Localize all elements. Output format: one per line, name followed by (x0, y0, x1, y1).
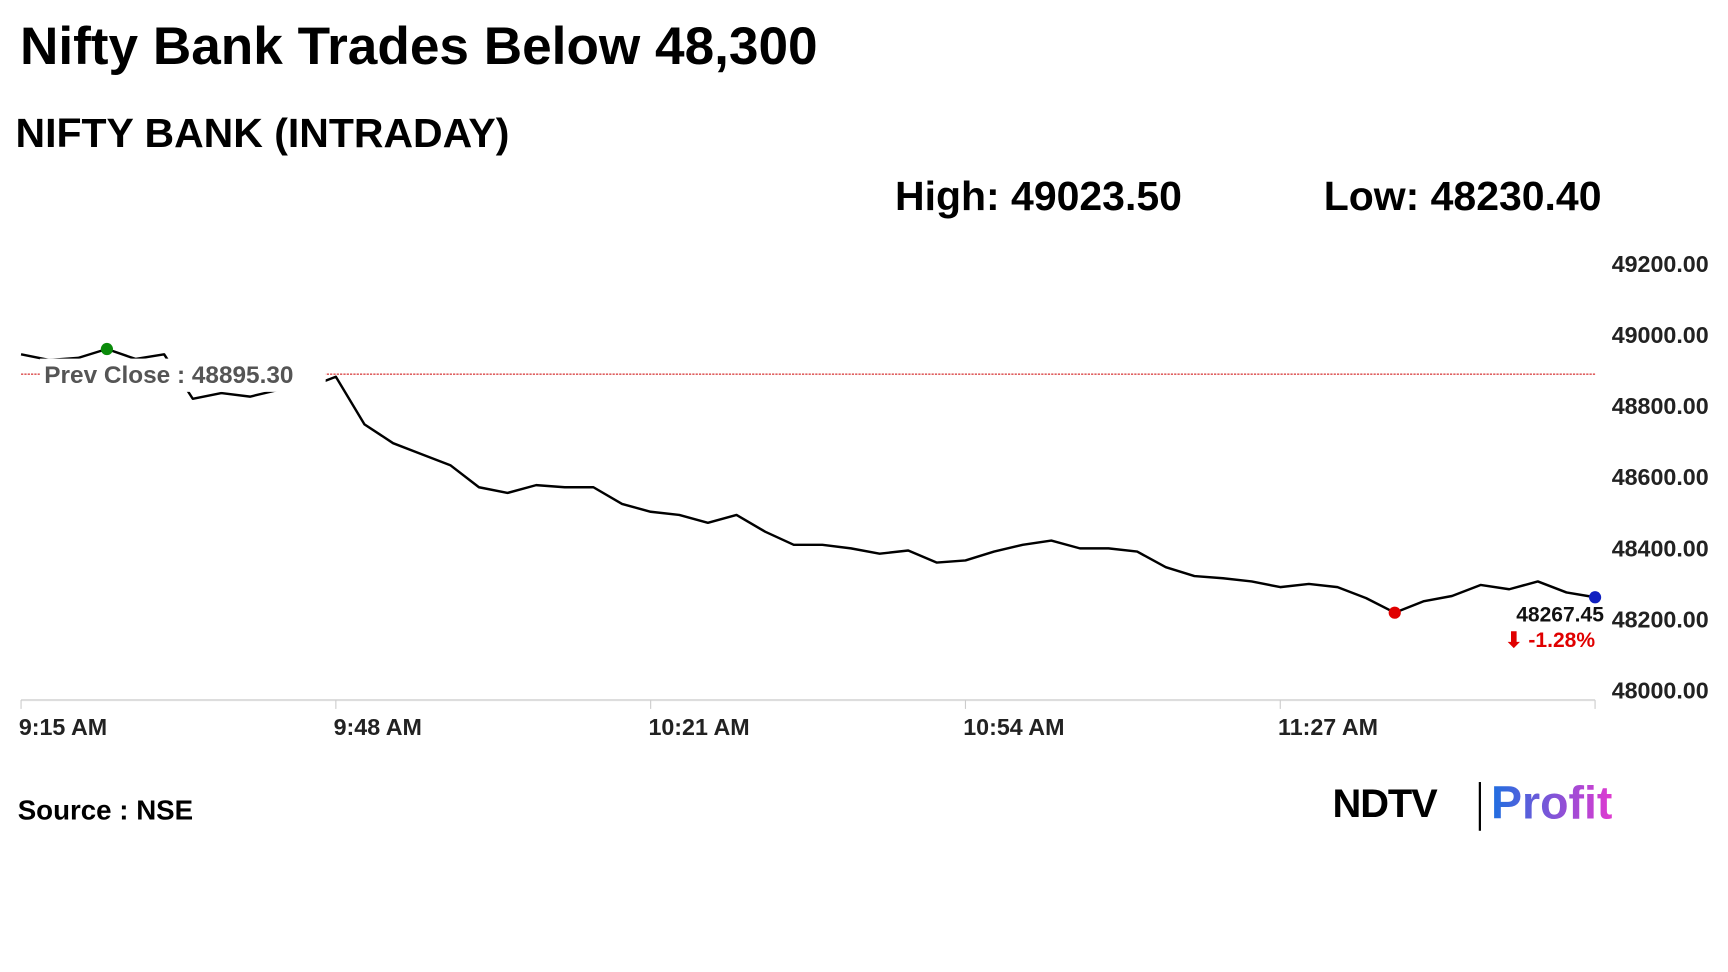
last-value-label: 48267.45 (1516, 604, 1604, 627)
y-tick-label: 49200.00 (1612, 251, 1709, 277)
y-tick-label: 48800.00 (1612, 393, 1709, 419)
chart-subtitle: NIFTY BANK (INTRADAY) (16, 110, 510, 156)
y-tick-label: 48400.00 (1612, 535, 1709, 561)
low-marker (1388, 606, 1401, 619)
change-label: ⬇ -1.28% (1505, 629, 1595, 652)
high-marker (100, 342, 113, 356)
x-tick-label: 9:15 AM (19, 714, 107, 740)
x-tick-label: 9:48 AM (334, 714, 422, 740)
logo-ndtv: NDTV (1333, 782, 1439, 826)
x-tick-label: 11:27 AM (1278, 714, 1378, 740)
y-tick-label: 48200.00 (1612, 606, 1709, 632)
label-bg (39, 358, 326, 392)
high-label: High: 49023.50 (895, 173, 1182, 219)
last-marker (1588, 591, 1602, 604)
logo-profit: Profit (1491, 777, 1612, 829)
low-label: Low: 48230.40 (1324, 173, 1602, 219)
x-tick-label: 10:54 AM (963, 714, 1064, 740)
y-tick-label: 48600.00 (1612, 464, 1709, 490)
y-tick-label: 48000.00 (1612, 677, 1709, 703)
chart-title: Nifty Bank Trades Below 48,300 (20, 17, 818, 76)
x-tick-label: 10:21 AM (648, 714, 749, 740)
source: Source : NSE (18, 794, 193, 825)
y-tick-label: 49000.00 (1612, 322, 1709, 348)
prev-close-label: Prev Close : 48895.30 (44, 362, 293, 389)
